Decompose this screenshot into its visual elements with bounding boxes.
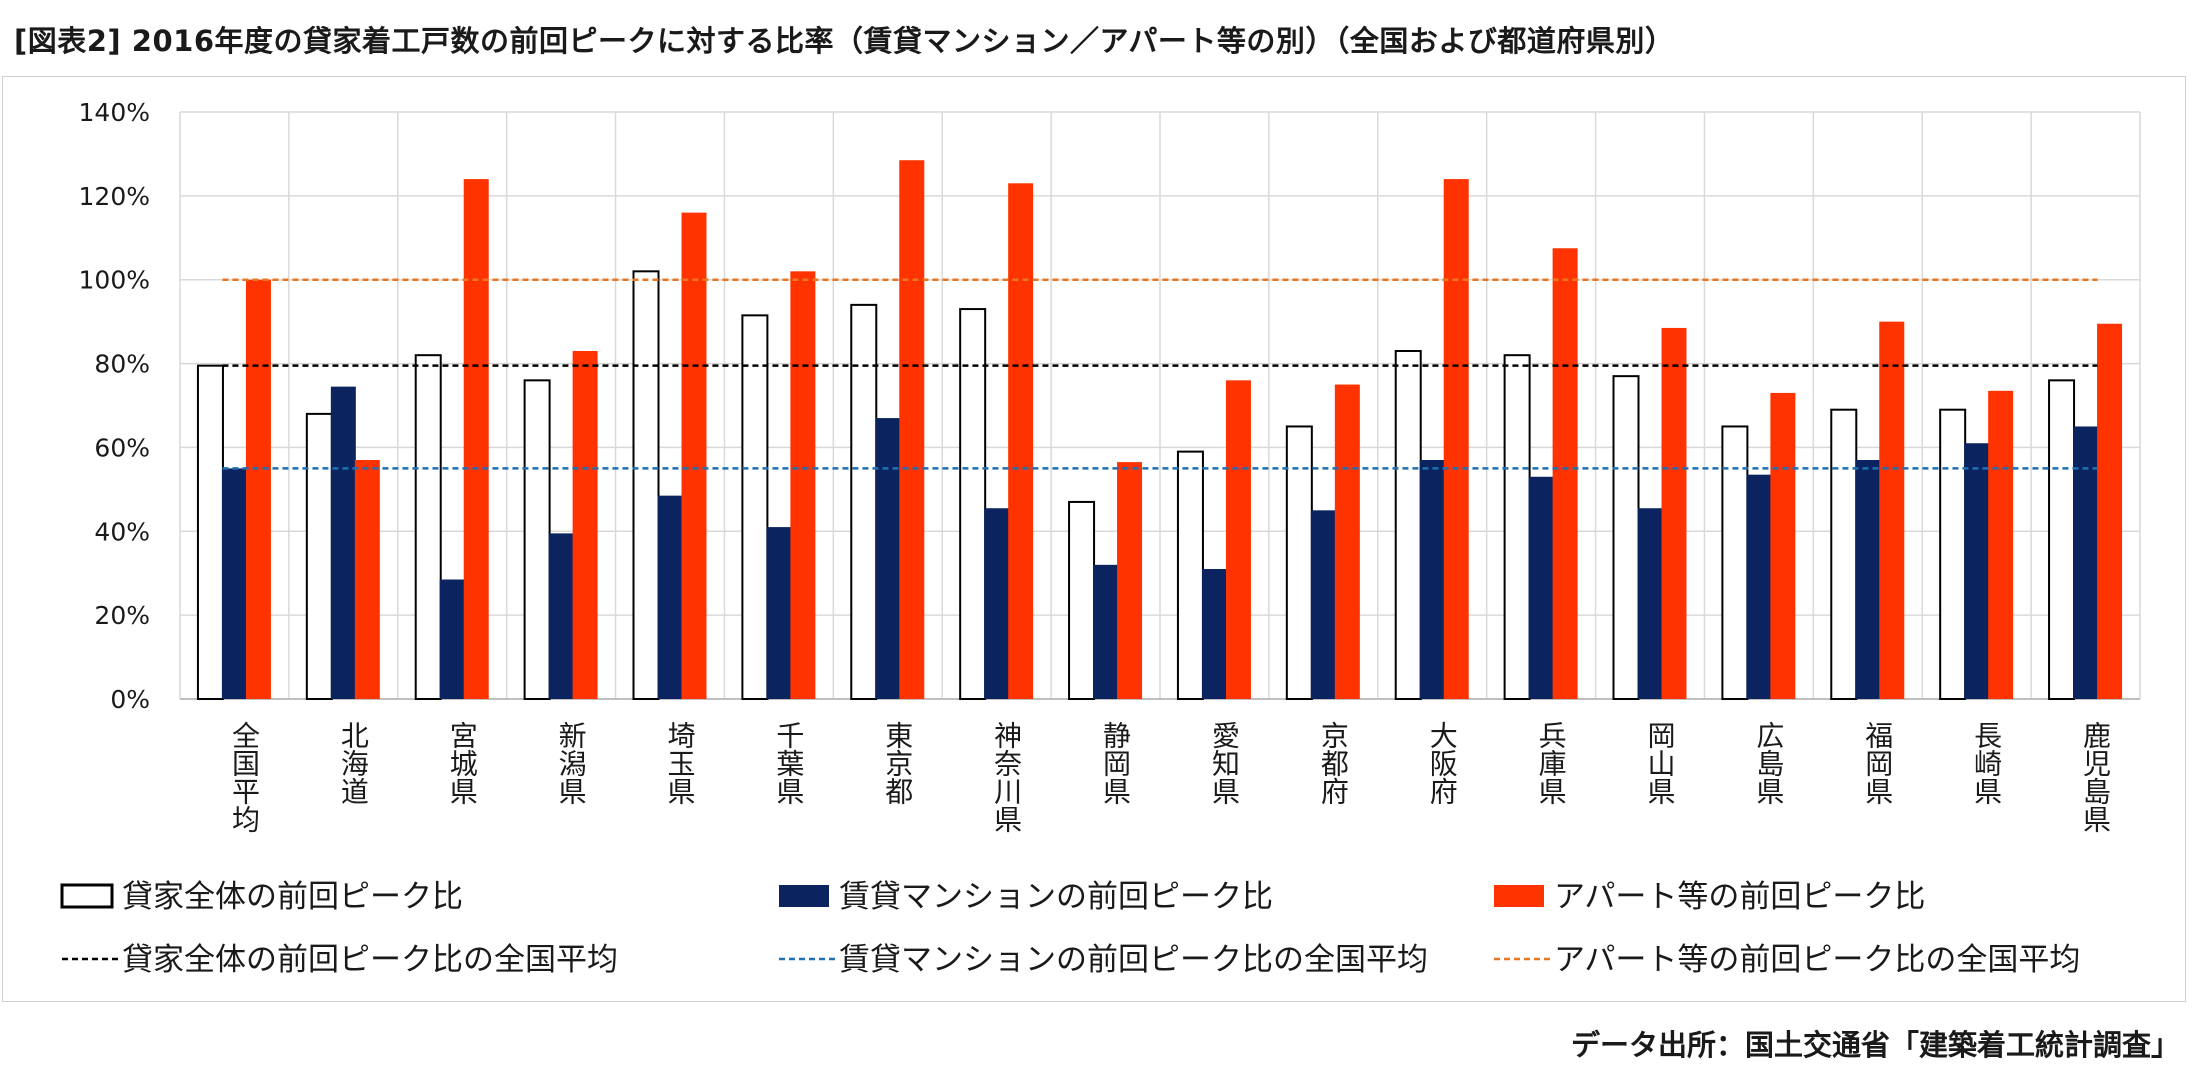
category-label: 全国平均 [228, 721, 261, 833]
category-label: 新潟県 [555, 721, 588, 805]
bar-mansion [221, 468, 247, 699]
bar-apartment [463, 179, 489, 700]
bar-apartment [1225, 380, 1251, 699]
bar-apartment [1334, 384, 1360, 699]
bar-total [1503, 354, 1531, 700]
bar-mansion [1637, 508, 1663, 699]
bar-total [1830, 408, 1858, 700]
y-tick-label: 60% [94, 433, 150, 462]
bar-mansion [875, 418, 901, 699]
category-label: 兵庫県 [1535, 721, 1568, 805]
bar-apartment [572, 350, 598, 699]
category-label: 広島県 [1752, 721, 1785, 805]
bar-apartment [1988, 390, 2014, 699]
bar-apartment [790, 271, 816, 699]
category-label: 岡山県 [1644, 721, 1677, 805]
bar-apartment [2097, 323, 2123, 699]
category-label: 北海道 [337, 721, 370, 805]
legend-label: アパート等の前回ピーク比の全国平均 [1554, 942, 2080, 978]
legend-label: 賃貸マンションの前回ピーク比の全国平均 [839, 942, 1428, 978]
category-label: 千葉県 [772, 721, 805, 805]
category-label: 神奈川県 [990, 721, 1023, 833]
bar-total [196, 364, 224, 700]
bar-total [414, 354, 442, 700]
y-tick-label: 0% [110, 685, 150, 714]
source-note: データ出所：国土交通省「建築着工統計調査」 [1570, 1028, 2180, 1062]
chart-title: [図表2] 2016年度の貸家着工戸数の前回ピークに対する比率（賃貸マンション／… [14, 24, 1675, 58]
legend-label: 賃貸マンションの前回ピーク比 [839, 879, 1273, 915]
y-tick-label: 20% [94, 601, 150, 630]
bar-total [959, 308, 987, 700]
bar-mansion [1310, 510, 1336, 699]
y-tick-label: 80% [94, 350, 150, 379]
bar-apartment [1117, 462, 1143, 699]
bar-mansion [1746, 474, 1772, 699]
bar-total [632, 270, 660, 700]
bar-apartment [899, 160, 925, 700]
category-label: 大阪府 [1426, 721, 1459, 805]
legend-swatch [1494, 885, 1544, 907]
bar-total [2048, 379, 2076, 700]
category-label: 宮城県 [446, 721, 479, 805]
legend-label: 貸家全体の前回ピーク比 [122, 879, 463, 915]
bar-mansion [1093, 564, 1119, 699]
legend-label: 貸家全体の前回ピーク比の全国平均 [122, 942, 618, 978]
category-label: 静岡県 [1099, 721, 1132, 805]
bar-mansion [657, 495, 683, 699]
bar-mansion [984, 508, 1010, 699]
bar-mansion [330, 386, 356, 699]
bar-apartment [681, 212, 707, 699]
bar-total [1068, 500, 1096, 700]
category-label: 愛知県 [1208, 721, 1241, 805]
bar-apartment [1879, 321, 1905, 699]
category-label: 福岡県 [1861, 721, 1894, 805]
legend-swatch [779, 885, 829, 907]
bar-mansion [1855, 460, 1881, 699]
chart-frame [2, 76, 2186, 1002]
bar-mansion [1964, 443, 1990, 699]
bar-apartment [1008, 183, 1034, 699]
bar-mansion [548, 533, 574, 699]
bar-apartment [1443, 179, 1469, 700]
bar-mansion [766, 527, 792, 699]
y-tick-label: 40% [94, 517, 150, 546]
bar-mansion [439, 579, 465, 699]
bar-apartment [1552, 248, 1578, 699]
y-tick-label: 120% [79, 182, 150, 211]
bar-mansion [1419, 460, 1445, 699]
bar-total [1721, 425, 1749, 700]
bar-apartment [1661, 327, 1687, 699]
bar-mansion [1528, 476, 1554, 699]
bar-total [741, 314, 769, 700]
legend-swatch [60, 883, 114, 909]
category-label: 長崎県 [1970, 721, 2003, 805]
bar-total [523, 379, 551, 700]
bar-total [1394, 349, 1422, 700]
y-tick-label: 100% [79, 266, 150, 295]
category-label: 京都府 [1317, 721, 1350, 805]
bar-total [305, 412, 333, 700]
y-tick-label: 140% [79, 98, 150, 127]
bar-total [1939, 408, 1967, 700]
category-label: 埼玉県 [664, 721, 697, 805]
bar-apartment [245, 279, 271, 699]
category-label: 鹿児島県 [2079, 721, 2112, 833]
bar-apartment [354, 460, 380, 699]
bar-total [850, 303, 878, 700]
bar-total [1176, 450, 1204, 700]
category-label: 東京都 [881, 721, 914, 805]
bar-apartment [1770, 392, 1796, 699]
legend-label: アパート等の前回ピーク比 [1554, 879, 1925, 915]
bar-total [1285, 425, 1313, 700]
bar-mansion [1201, 569, 1227, 699]
bar-mansion [2073, 426, 2099, 699]
bar-total [1612, 375, 1640, 700]
